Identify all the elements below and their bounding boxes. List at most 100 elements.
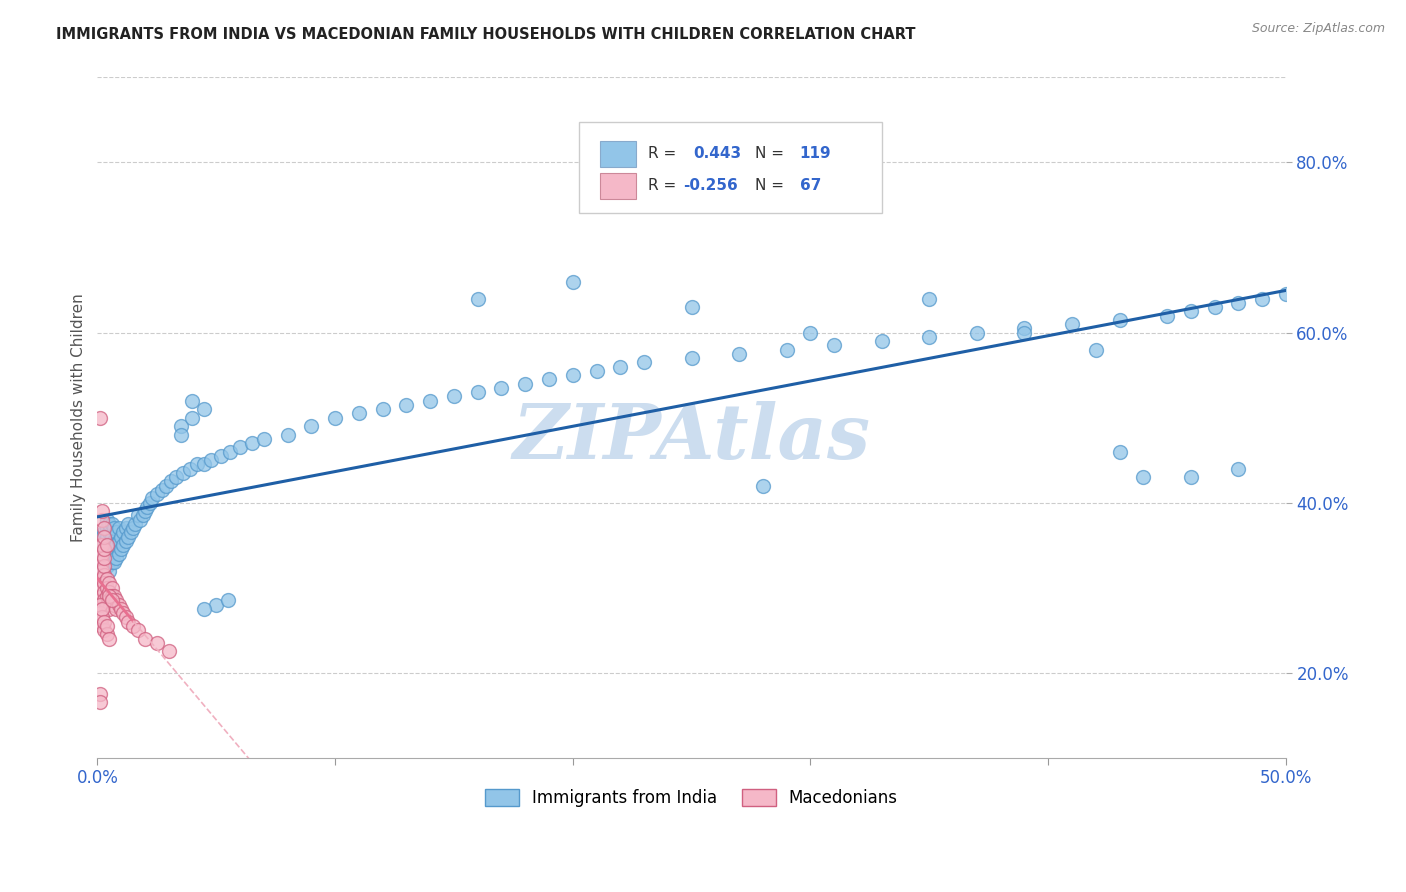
Text: Source: ZipAtlas.com: Source: ZipAtlas.com (1251, 22, 1385, 36)
Point (120, 525, 142, 540)
Point (918, 330, 941, 344)
Point (129, 512, 152, 526)
Point (515, 376, 537, 391)
Point (107, 598, 129, 612)
Point (105, 550, 128, 565)
Point (179, 461, 201, 475)
Point (103, 555, 125, 569)
Point (93, 593, 115, 607)
Point (217, 593, 239, 607)
Point (799, 326, 821, 340)
Point (96, 589, 118, 603)
Point (107, 547, 129, 561)
Point (107, 521, 129, 535)
Point (1108, 444, 1130, 458)
Point (127, 623, 149, 637)
Y-axis label: Family Households with Children: Family Households with Children (72, 293, 86, 542)
Point (115, 610, 138, 624)
Point (138, 495, 160, 509)
Point (395, 398, 418, 412)
Point (169, 427, 191, 442)
Point (299, 419, 322, 434)
Point (89, 593, 111, 607)
Point (91, 610, 114, 624)
Point (91, 530, 114, 544)
Point (633, 355, 655, 369)
Text: 119: 119 (800, 146, 831, 161)
Point (96, 627, 118, 641)
Point (96, 530, 118, 544)
Point (98, 516, 121, 531)
Point (110, 530, 132, 544)
Point (537, 372, 560, 386)
Point (134, 504, 156, 518)
Point (89, 547, 111, 561)
Point (93, 567, 115, 582)
Point (98, 602, 121, 616)
Point (966, 326, 988, 340)
Point (443, 389, 465, 403)
Point (146, 636, 169, 650)
Point (96, 538, 118, 552)
Point (776, 343, 799, 357)
Point (89, 564, 111, 578)
Point (89, 410, 111, 425)
Point (89, 687, 111, 701)
Point (1156, 309, 1178, 323)
Point (561, 368, 583, 382)
Point (1204, 300, 1226, 314)
Point (91, 564, 114, 578)
Point (347, 406, 370, 420)
Point (1014, 326, 1036, 340)
Point (110, 602, 132, 616)
Point (160, 475, 183, 489)
Point (98, 538, 121, 552)
Point (89, 695, 111, 709)
Point (91, 598, 114, 612)
Point (93, 550, 115, 565)
Point (918, 292, 941, 306)
Point (93, 525, 115, 540)
Point (93, 585, 115, 599)
Point (1227, 461, 1250, 475)
Point (172, 466, 194, 480)
Point (105, 538, 128, 552)
Point (103, 598, 125, 612)
Point (276, 427, 298, 442)
Point (110, 542, 132, 557)
FancyBboxPatch shape (600, 173, 636, 199)
Point (1227, 295, 1250, 310)
Point (96, 538, 118, 552)
Point (91, 619, 114, 633)
Text: R =: R = (648, 146, 676, 161)
Point (124, 516, 146, 531)
Point (146, 487, 169, 501)
Point (105, 593, 128, 607)
Text: ZIPAtlas: ZIPAtlas (513, 401, 870, 475)
Point (89, 585, 111, 599)
Point (100, 581, 122, 595)
Point (96, 581, 118, 595)
Point (823, 338, 845, 352)
Point (93, 576, 115, 591)
Point (96, 547, 118, 561)
Point (103, 589, 125, 603)
Point (100, 593, 122, 607)
Point (93, 623, 115, 637)
FancyBboxPatch shape (579, 121, 882, 213)
Point (91, 555, 114, 569)
Point (1014, 321, 1036, 335)
Point (141, 491, 163, 506)
Point (870, 334, 893, 348)
Point (89, 550, 111, 565)
Point (112, 525, 135, 540)
Point (491, 381, 513, 395)
Point (91, 542, 114, 557)
Text: N =: N = (755, 178, 783, 193)
Point (96, 512, 118, 526)
Point (89, 555, 111, 569)
Point (89, 598, 111, 612)
Point (209, 449, 232, 463)
Point (93, 542, 115, 557)
Point (100, 516, 122, 531)
